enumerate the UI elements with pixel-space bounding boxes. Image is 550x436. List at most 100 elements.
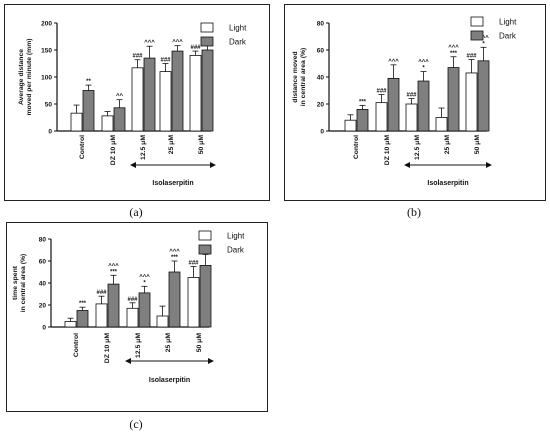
bar-light-1 bbox=[95, 303, 108, 328]
y-axis-label-line: in central area (%) bbox=[300, 48, 307, 107]
bar-dark-4 bbox=[201, 49, 214, 132]
significance-label: ### bbox=[96, 290, 107, 296]
bar-light-4 bbox=[187, 277, 200, 328]
legend-label-dark: Dark bbox=[229, 38, 247, 47]
x-tick-label: Control bbox=[79, 135, 86, 159]
bar-dark-0 bbox=[356, 109, 369, 132]
bar-dark-1 bbox=[113, 107, 126, 132]
significance-label: ### bbox=[190, 45, 201, 51]
significance-label: * bbox=[422, 66, 425, 72]
x-tick-label: 25 μM bbox=[168, 135, 175, 155]
bar-dark-4 bbox=[199, 265, 212, 328]
bar-dark-0 bbox=[76, 310, 89, 328]
group-label: Isolaserpitin bbox=[149, 377, 190, 384]
chart-panel-c: 0 20 40 60 80 time spentin central area (%) ##… bbox=[6, 222, 268, 412]
significance-label: ^^^ bbox=[388, 59, 399, 65]
significance-label: ** bbox=[86, 79, 91, 85]
x-tick-label: 25 μM bbox=[444, 135, 451, 155]
significance-label: ### bbox=[406, 93, 417, 99]
legend-swatch-dark bbox=[198, 244, 212, 255]
bar-light-3 bbox=[156, 315, 169, 328]
x-tick-label: DZ 10 μM bbox=[110, 135, 117, 166]
legend-label-light: Light bbox=[229, 24, 247, 33]
significance-label: * bbox=[143, 280, 146, 286]
y-tick-label: 200 bbox=[41, 21, 52, 28]
significance-label: *** bbox=[450, 51, 458, 57]
bar-light-4 bbox=[465, 72, 478, 132]
x-tick-label: 12.5 μM bbox=[135, 333, 142, 358]
panel-label-c: (c) bbox=[129, 417, 143, 431]
bar-light-2 bbox=[126, 307, 139, 328]
chart-panel-a: 0 50 100 150 200 Average distancemoved per mi… bbox=[4, 4, 270, 201]
significance-label: * bbox=[482, 41, 485, 47]
bar-dark-2 bbox=[143, 57, 156, 132]
significance-label: ^^^ bbox=[169, 249, 180, 255]
bar-light-3 bbox=[435, 117, 448, 132]
bar-light-2 bbox=[131, 67, 144, 132]
group-label: Isolaserpitin bbox=[427, 180, 468, 187]
arrow-head-right bbox=[486, 162, 492, 168]
significance-label: ^^ bbox=[116, 94, 124, 100]
y-tick-label: 20 bbox=[317, 102, 325, 109]
legend-label-light: Light bbox=[227, 232, 245, 241]
y-axis-label-line: moved per minute (mm) bbox=[26, 38, 33, 115]
chart-svg-b: 0 20 40 60 80 distance movedin central area (… bbox=[292, 16, 517, 187]
y-tick-label: 40 bbox=[317, 75, 325, 82]
y-tick-label: 80 bbox=[317, 21, 325, 28]
significance-label: ### bbox=[466, 53, 477, 59]
x-tick-label: DZ 10 μM bbox=[104, 333, 111, 364]
significance-label: *** bbox=[359, 99, 367, 105]
y-axis-label-line: distance moved bbox=[292, 51, 299, 102]
bar-dark-1 bbox=[107, 283, 120, 328]
legend-swatch-light bbox=[200, 22, 214, 33]
y-tick-label: 0 bbox=[48, 129, 52, 136]
bar-light-1 bbox=[101, 115, 114, 132]
y-axis-label: distance movedin central area (%) bbox=[292, 48, 307, 107]
significance-label: ### bbox=[127, 297, 138, 303]
significance-label: ^^^ bbox=[108, 263, 119, 269]
y-tick-label: 150 bbox=[41, 48, 52, 55]
significance-label: *** bbox=[110, 269, 118, 275]
y-tick-label: 20 bbox=[39, 303, 47, 310]
bar-light-1 bbox=[375, 102, 388, 132]
y-axis-label-line: Average distance bbox=[18, 49, 25, 105]
arrow-head-right bbox=[208, 358, 214, 364]
significance-label: ^^^ bbox=[418, 60, 429, 66]
legend-label-light: Light bbox=[499, 18, 517, 27]
y-tick-label: 100 bbox=[41, 75, 52, 82]
significance-label: ^^^ bbox=[139, 274, 150, 280]
x-tick-label: Control bbox=[73, 333, 80, 357]
y-tick-label: 0 bbox=[42, 325, 46, 332]
arrow-head-left bbox=[125, 358, 131, 364]
y-tick-label: 0 bbox=[320, 129, 324, 136]
bar-dark-3 bbox=[447, 67, 460, 132]
chart-panel-b: 0 20 40 60 80 distance movedin central area (… bbox=[284, 4, 546, 201]
significance-label: *** bbox=[79, 301, 87, 307]
legend-swatch-dark bbox=[470, 30, 484, 41]
y-axis-label: Average distancemoved per minute (mm) bbox=[18, 38, 33, 115]
legend-label-dark: Dark bbox=[227, 246, 245, 255]
y-axis-label-line: in central area (%) bbox=[20, 254, 27, 313]
significance-label: ^^^ bbox=[448, 45, 459, 51]
bar-light-2 bbox=[405, 103, 418, 132]
y-tick-label: 60 bbox=[39, 259, 47, 266]
legend-swatch-light bbox=[198, 230, 212, 241]
y-tick-label: 50 bbox=[45, 102, 53, 109]
arrow-head-left bbox=[130, 162, 136, 168]
x-tick-label: 25 μM bbox=[165, 333, 172, 353]
panel-label-a: (a) bbox=[129, 205, 143, 219]
bar-dark-2 bbox=[138, 292, 151, 328]
panel-label-b: (b) bbox=[407, 205, 421, 219]
significance-label: ^^^ bbox=[144, 40, 155, 46]
x-tick-label: 12.5 μM bbox=[140, 135, 147, 160]
significance-label: ^^^ bbox=[478, 35, 489, 41]
x-tick-label: 12.5 μM bbox=[414, 135, 421, 160]
bar-dark-3 bbox=[171, 50, 184, 132]
significance-label: *** bbox=[171, 255, 179, 261]
bar-dark-2 bbox=[417, 80, 430, 132]
y-tick-label: 80 bbox=[39, 237, 47, 244]
x-tick-label: Control bbox=[353, 135, 360, 159]
x-tick-label: 50 μM bbox=[474, 135, 481, 155]
x-tick-label: 50 μM bbox=[198, 135, 205, 155]
y-axis-label-line: time spent bbox=[12, 265, 19, 300]
